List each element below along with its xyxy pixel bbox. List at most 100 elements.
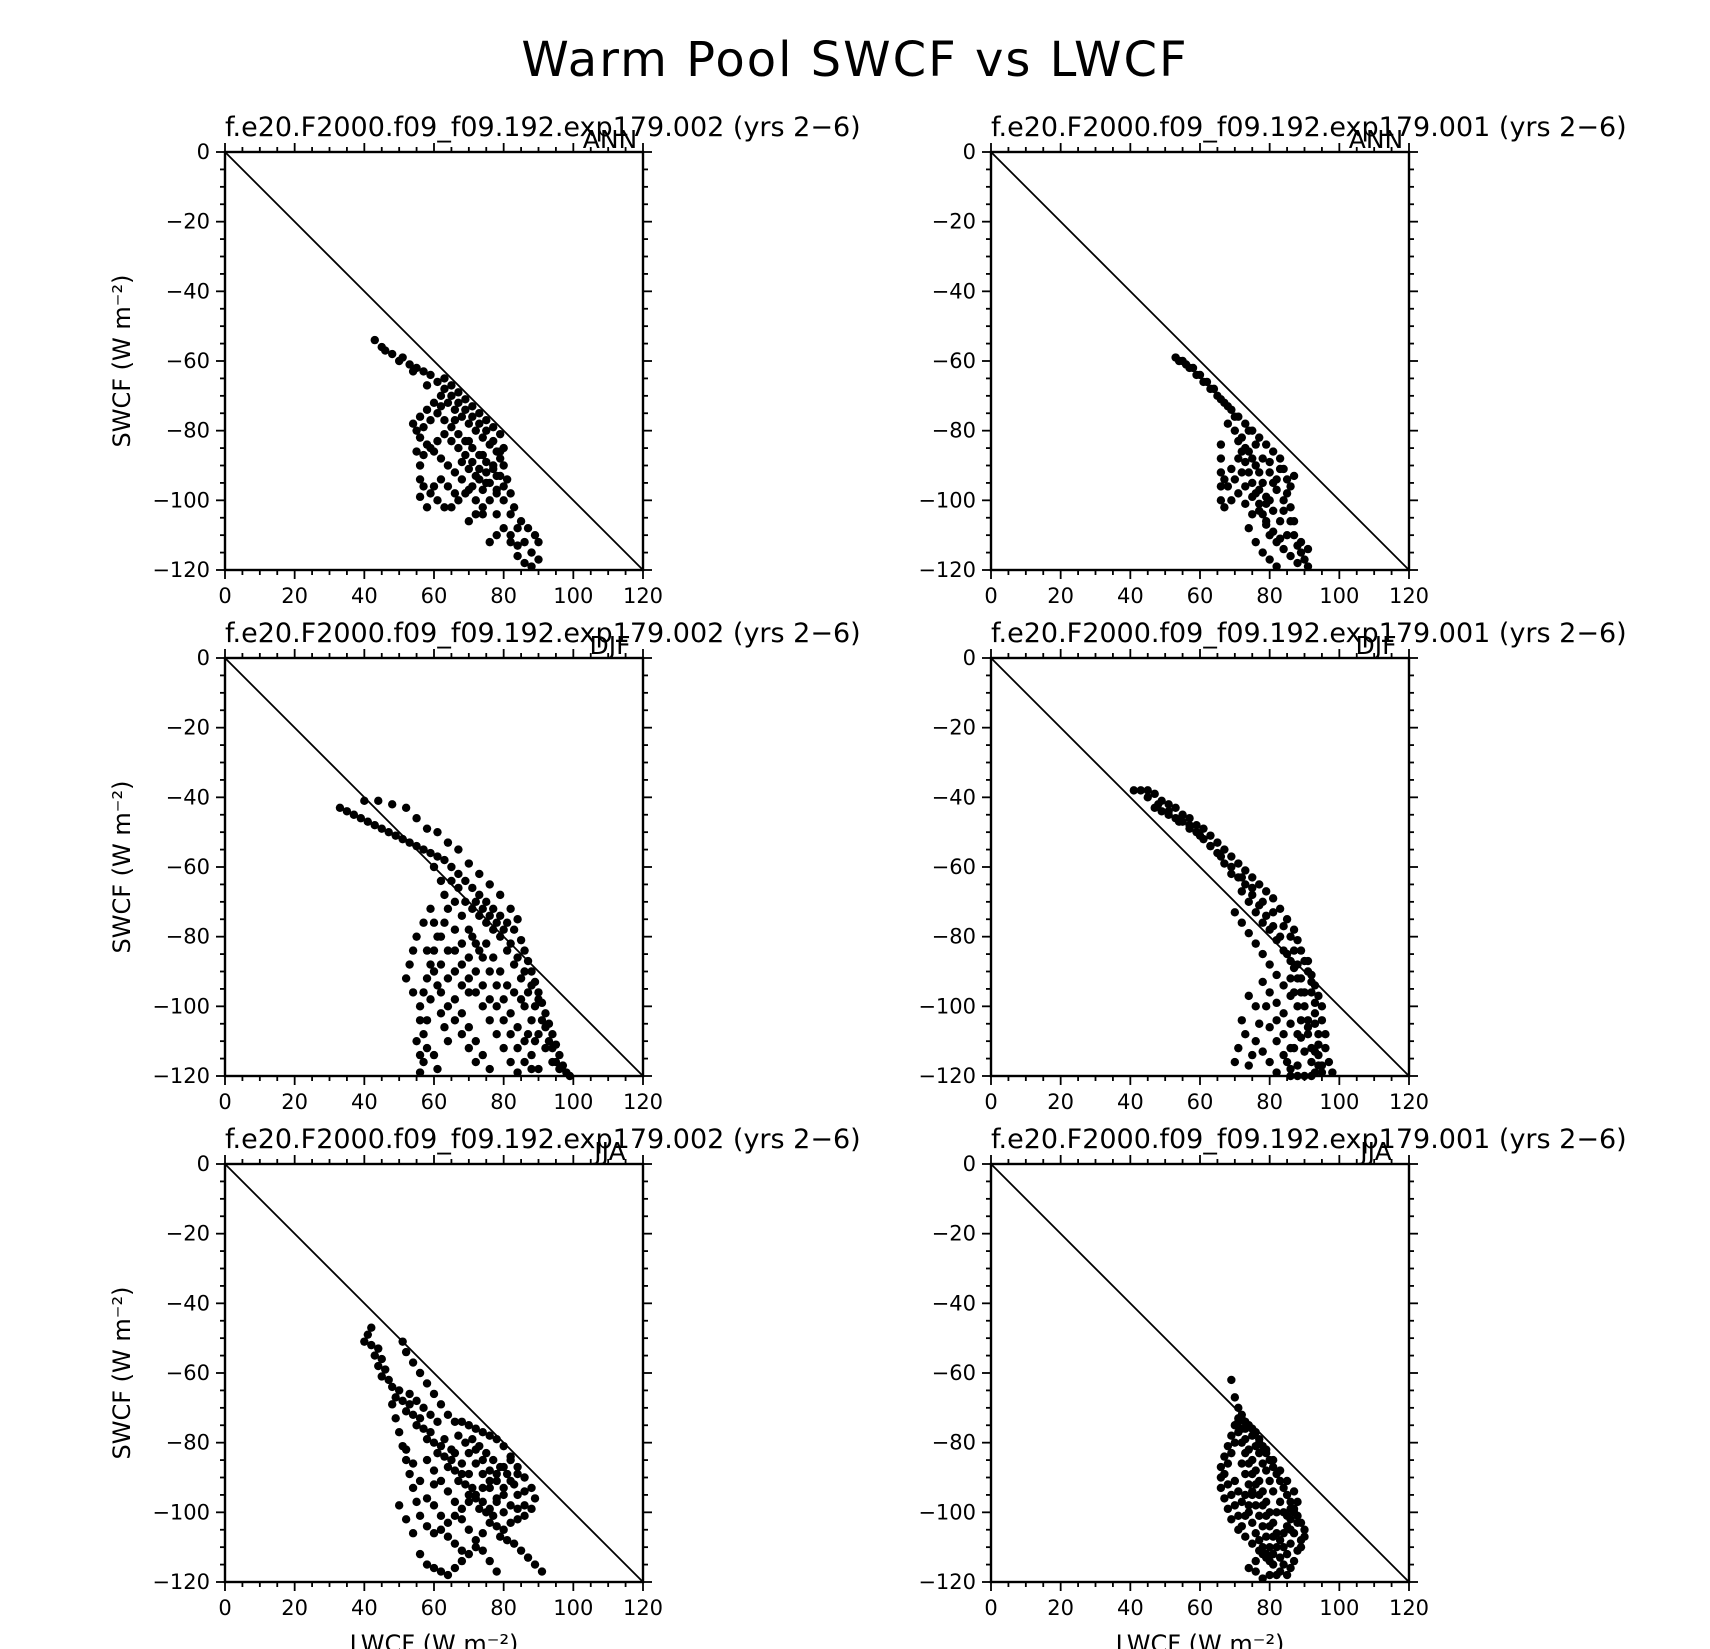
data-point (1195, 370, 1205, 380)
data-point (478, 1529, 487, 1538)
data-point (1164, 810, 1173, 819)
data-point (457, 457, 467, 467)
data-point (440, 890, 449, 900)
data-point (509, 1480, 519, 1489)
data-point (1258, 918, 1267, 927)
data-point (499, 925, 508, 934)
data-point (492, 447, 501, 456)
data-point (454, 443, 463, 453)
data-point (391, 1414, 400, 1423)
data-point (1241, 1469, 1250, 1479)
data-point (506, 1057, 515, 1067)
data-point (461, 876, 470, 886)
data-point (450, 416, 460, 425)
data-point (1286, 932, 1295, 941)
panel-title: f.e20.F2000.f09_f09.192.exp179.001 (yrs … (991, 1124, 1627, 1155)
data-point (335, 803, 345, 812)
data-point (1258, 1487, 1267, 1496)
y-tick-label: −40 (166, 785, 210, 809)
data-point (475, 890, 484, 900)
data-point (422, 1560, 432, 1569)
data-point (450, 468, 460, 477)
data-point (1286, 1504, 1295, 1514)
data-point (499, 1043, 508, 1053)
data-point (506, 489, 515, 498)
data-point (478, 1002, 487, 1011)
y-tick-label: −20 (932, 210, 976, 234)
data-point (492, 1030, 501, 1039)
data-point (436, 402, 446, 411)
data-point (1241, 1030, 1250, 1039)
data-point (482, 468, 491, 477)
data-point (475, 409, 484, 418)
data-point (468, 1434, 477, 1444)
data-point (422, 824, 432, 833)
y-tick-label: −40 (166, 1291, 210, 1315)
data-point (388, 349, 397, 359)
x-axis-label: LWCF (W m⁻²) (350, 1630, 519, 1649)
data-point (412, 1396, 421, 1406)
data-point (1265, 960, 1274, 969)
data-point (426, 443, 435, 453)
data-point (436, 1400, 446, 1409)
data-point (502, 946, 512, 955)
data-point (489, 1511, 498, 1521)
data-point (443, 1570, 453, 1580)
data-point (485, 1431, 494, 1440)
data-point (1289, 946, 1299, 955)
x-tick-label: 60 (1187, 584, 1214, 608)
data-point (468, 482, 477, 491)
data-point (1255, 468, 1264, 477)
data-point (1185, 814, 1194, 823)
data-point (1216, 454, 1226, 463)
data-point (461, 405, 470, 414)
data-point (1251, 1556, 1260, 1566)
data-point (422, 1522, 432, 1531)
y-tick-label: −120 (918, 1064, 976, 1088)
data-point (433, 1064, 442, 1074)
data-point (1321, 1030, 1330, 1039)
data-point (541, 1023, 550, 1032)
data-point (356, 814, 366, 823)
data-point (464, 419, 474, 428)
data-point (440, 1023, 449, 1032)
data-point (485, 1016, 494, 1025)
data-point (363, 1330, 373, 1339)
data-point (1289, 963, 1299, 973)
data-point (461, 489, 470, 498)
data-point (485, 1476, 494, 1486)
data-point (468, 443, 477, 453)
x-tick-label: 0 (984, 1596, 997, 1620)
data-point (443, 1487, 453, 1496)
data-point (527, 548, 536, 557)
data-point (1255, 485, 1264, 495)
data-point (443, 1036, 453, 1046)
data-point (1248, 1518, 1257, 1527)
data-point (464, 1525, 474, 1534)
data-point (499, 443, 508, 453)
data-point (513, 1462, 522, 1472)
data-point (1241, 443, 1250, 453)
data-point (471, 1036, 480, 1046)
data-point (1272, 1036, 1281, 1046)
data-point (1279, 1009, 1288, 1018)
data-point (513, 1068, 522, 1077)
data-point (471, 471, 480, 481)
data-point (454, 496, 463, 505)
data-point (499, 1525, 508, 1534)
data-point (1289, 517, 1299, 526)
data-point (1230, 1438, 1240, 1447)
data-point (1317, 1016, 1327, 1025)
data-point (464, 1448, 474, 1458)
data-point (1275, 932, 1285, 941)
data-point (457, 1030, 467, 1039)
data-point (506, 939, 515, 948)
data-point (1237, 1016, 1247, 1025)
data-point (1289, 988, 1299, 997)
data-point (471, 426, 480, 435)
data-point (513, 915, 522, 924)
y-axis-label: SWCF (W m⁻²) (108, 781, 136, 954)
data-point (1272, 1570, 1281, 1580)
data-point (1300, 1047, 1309, 1056)
data-point (471, 1459, 480, 1468)
